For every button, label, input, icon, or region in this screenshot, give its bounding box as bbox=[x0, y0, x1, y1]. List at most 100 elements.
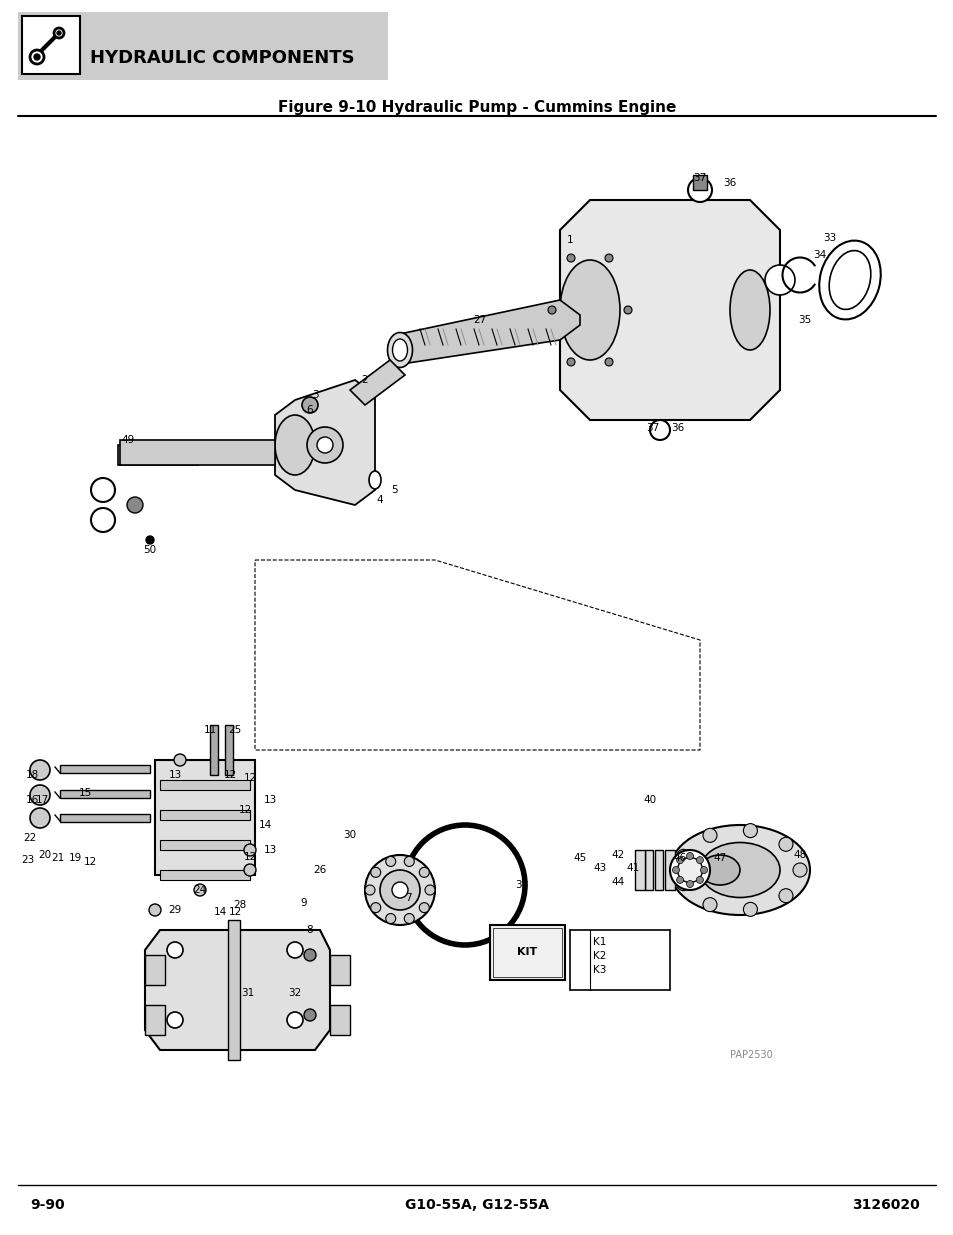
Circle shape bbox=[173, 755, 186, 766]
Circle shape bbox=[371, 867, 380, 877]
Text: 37: 37 bbox=[693, 173, 706, 183]
Text: 31: 31 bbox=[241, 988, 254, 998]
Circle shape bbox=[686, 881, 693, 888]
Circle shape bbox=[91, 478, 115, 501]
Bar bbox=[60, 814, 150, 823]
Circle shape bbox=[365, 855, 435, 925]
Circle shape bbox=[127, 496, 143, 513]
Text: 9-90: 9-90 bbox=[30, 1198, 65, 1212]
Text: KIT: KIT bbox=[517, 947, 537, 957]
Text: 36: 36 bbox=[671, 424, 684, 433]
Text: 27: 27 bbox=[473, 315, 486, 325]
Text: 13: 13 bbox=[168, 769, 181, 781]
Text: 37: 37 bbox=[646, 424, 659, 433]
Circle shape bbox=[676, 857, 683, 863]
Ellipse shape bbox=[669, 825, 809, 915]
Circle shape bbox=[649, 420, 669, 440]
Circle shape bbox=[30, 808, 50, 827]
Ellipse shape bbox=[274, 415, 314, 475]
Text: 12: 12 bbox=[238, 805, 252, 815]
Ellipse shape bbox=[700, 855, 740, 885]
Text: 13: 13 bbox=[263, 795, 276, 805]
Circle shape bbox=[30, 785, 50, 805]
Circle shape bbox=[385, 856, 395, 867]
Text: 13: 13 bbox=[263, 845, 276, 855]
Circle shape bbox=[365, 885, 375, 895]
Text: K2: K2 bbox=[593, 951, 606, 961]
Text: HYDRAULIC COMPONENTS: HYDRAULIC COMPONENTS bbox=[90, 49, 355, 67]
Bar bbox=[210, 725, 218, 776]
Text: 4: 4 bbox=[376, 495, 383, 505]
Circle shape bbox=[676, 877, 690, 890]
Text: 19: 19 bbox=[69, 853, 82, 863]
Circle shape bbox=[676, 877, 683, 883]
Circle shape bbox=[167, 942, 183, 958]
Circle shape bbox=[566, 254, 575, 262]
Text: 12: 12 bbox=[223, 769, 236, 781]
Polygon shape bbox=[350, 359, 405, 405]
Text: 21: 21 bbox=[51, 853, 65, 863]
Text: 40: 40 bbox=[642, 795, 656, 805]
Text: 14: 14 bbox=[213, 906, 227, 918]
Bar bbox=[22, 16, 80, 74]
Circle shape bbox=[676, 850, 690, 863]
Bar bbox=[118, 445, 198, 466]
Text: K3: K3 bbox=[593, 965, 606, 974]
Circle shape bbox=[686, 852, 693, 860]
Circle shape bbox=[57, 31, 61, 35]
Ellipse shape bbox=[369, 471, 380, 489]
Circle shape bbox=[764, 266, 794, 295]
Text: 34: 34 bbox=[813, 249, 825, 261]
Text: 2: 2 bbox=[361, 375, 368, 385]
Circle shape bbox=[392, 882, 408, 898]
Text: 38: 38 bbox=[515, 881, 528, 890]
Circle shape bbox=[193, 884, 206, 897]
Bar bbox=[160, 869, 250, 881]
Bar bbox=[145, 1005, 165, 1035]
Ellipse shape bbox=[392, 338, 407, 361]
Circle shape bbox=[304, 1009, 315, 1021]
Circle shape bbox=[91, 508, 115, 532]
Circle shape bbox=[149, 904, 161, 916]
Text: 47: 47 bbox=[713, 853, 726, 863]
Text: 3126020: 3126020 bbox=[851, 1198, 919, 1212]
Text: 12: 12 bbox=[228, 906, 241, 918]
Ellipse shape bbox=[669, 850, 709, 890]
Bar bbox=[490, 925, 564, 981]
Polygon shape bbox=[395, 300, 579, 366]
Circle shape bbox=[604, 254, 613, 262]
Circle shape bbox=[379, 869, 419, 910]
Bar bbox=[644, 850, 652, 890]
Circle shape bbox=[371, 903, 380, 913]
Text: 8: 8 bbox=[306, 925, 313, 935]
Circle shape bbox=[424, 885, 435, 895]
Circle shape bbox=[702, 829, 717, 842]
Ellipse shape bbox=[828, 251, 870, 310]
Circle shape bbox=[687, 178, 711, 203]
Text: 17: 17 bbox=[35, 795, 49, 805]
Text: 7: 7 bbox=[404, 893, 411, 903]
Bar bbox=[160, 810, 250, 820]
Bar bbox=[160, 840, 250, 850]
Circle shape bbox=[604, 358, 613, 366]
Text: 48: 48 bbox=[793, 850, 806, 860]
Text: 29: 29 bbox=[168, 905, 181, 915]
Circle shape bbox=[418, 903, 429, 913]
Circle shape bbox=[696, 877, 702, 883]
Circle shape bbox=[566, 358, 575, 366]
Bar bbox=[145, 955, 165, 986]
Text: 24: 24 bbox=[193, 885, 207, 895]
Text: 36: 36 bbox=[722, 178, 736, 188]
Text: 12: 12 bbox=[243, 852, 256, 862]
Text: 26: 26 bbox=[313, 864, 326, 876]
Bar bbox=[692, 175, 706, 190]
Circle shape bbox=[30, 49, 44, 64]
Bar bbox=[18, 12, 388, 80]
Ellipse shape bbox=[729, 270, 769, 350]
Circle shape bbox=[244, 844, 255, 856]
Text: 12: 12 bbox=[83, 857, 96, 867]
Text: 49: 49 bbox=[121, 435, 134, 445]
Text: 35: 35 bbox=[798, 315, 811, 325]
Text: 25: 25 bbox=[228, 725, 241, 735]
Ellipse shape bbox=[387, 332, 412, 368]
